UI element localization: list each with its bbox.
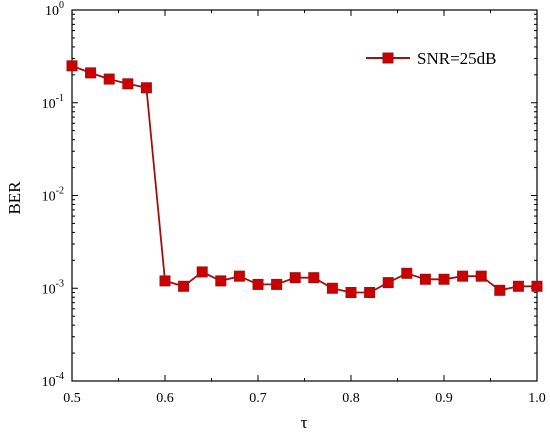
x-tick-label: 0.9 [435,391,453,406]
data-point [308,272,320,284]
y-tick-label: 100 [45,0,64,19]
data-point [531,280,543,292]
data-point [326,282,338,294]
legend-label: SNR=25dB [417,49,497,68]
data-point [66,60,78,72]
y-tick-label: 10-1 [42,93,64,112]
y-tick-label: 10-2 [42,186,64,205]
legend: SNR=25dB [366,49,497,68]
data-point [419,273,431,285]
x-tick-label: 0.7 [249,391,267,406]
data-point [159,275,171,287]
data-point [85,67,97,79]
data-point [289,272,301,284]
x-tick-label: 0.5 [63,391,81,406]
data-point [122,78,134,90]
data-point [233,270,245,282]
data-point [382,277,394,289]
data-point [457,270,469,282]
data-point [364,286,376,298]
y-axis: 100 10-1 10-2 10-3 10-4 [42,0,537,390]
x-axis: 0.5 0.6 0.7 0.8 0.9 1.0 [63,10,546,406]
data-point [345,286,357,298]
series-line [71,64,537,294]
series-layer [66,60,543,298]
data-point [178,280,190,292]
x-tick-label: 1.0 [528,391,546,406]
y-axis-title: BER [5,181,24,215]
y-tick-label: 10-3 [42,278,64,297]
x-axis-title: τ [301,413,308,432]
data-point [103,73,115,85]
data-point [140,82,152,94]
data-point [215,275,227,287]
data-point [271,278,283,290]
y-tick-label: 10-4 [42,371,64,390]
data-point [438,273,450,285]
data-point [252,278,264,290]
data-point [475,270,487,282]
data-point [401,267,413,279]
data-point [196,266,208,278]
data-point [512,280,524,292]
x-tick-label: 0.6 [156,391,174,406]
legend-marker [382,52,394,64]
data-point [494,284,506,296]
x-tick-label: 0.8 [342,391,360,406]
